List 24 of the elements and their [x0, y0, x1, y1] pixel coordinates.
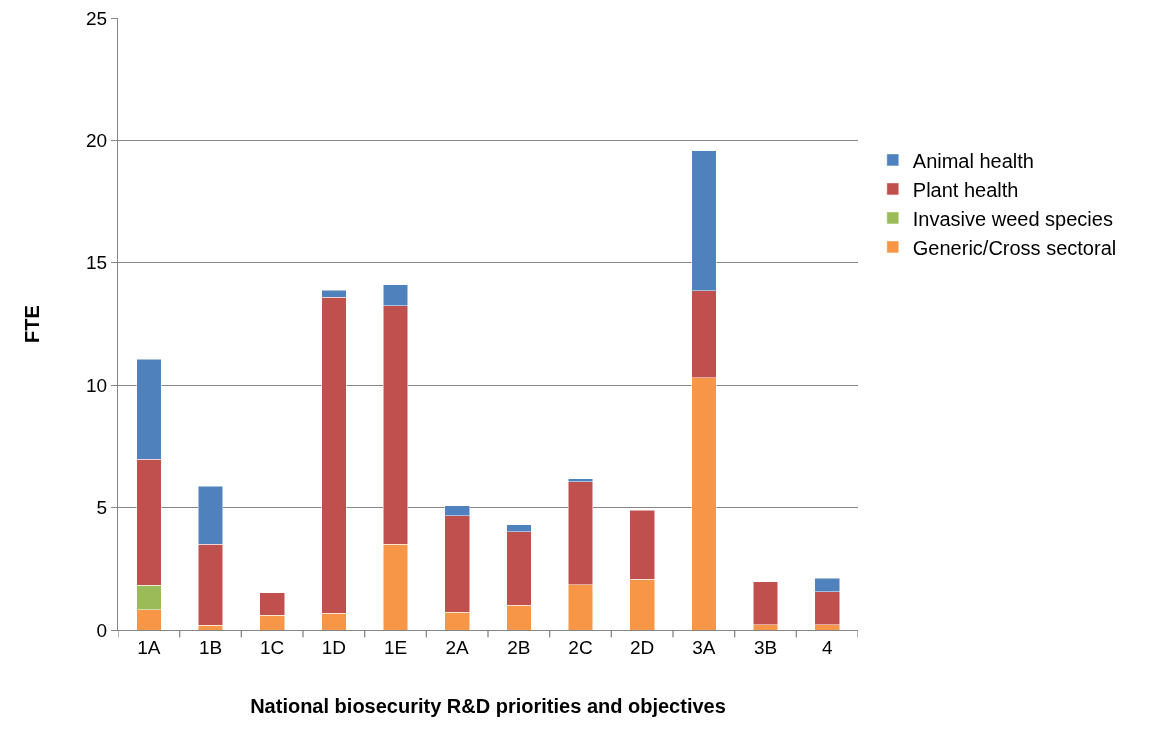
y-tick-label: 25	[85, 7, 108, 29]
x-tick-label: 4	[821, 636, 833, 658]
x-tick-label: 3B	[753, 636, 778, 658]
x-axis-title: National biosecurity R&D priorities and objectives	[250, 695, 726, 718]
x-tick-label: 1A	[137, 636, 161, 658]
legend-label: Invasive weed species	[912, 207, 1113, 230]
y-tick-label: 20	[85, 130, 108, 152]
x-tick-label: 2D	[630, 636, 655, 658]
y-tick-label: 0	[96, 619, 108, 641]
legend-label: Plant health	[912, 178, 1019, 201]
legend-label: Generic/Cross sectoral	[912, 236, 1117, 259]
x-tick-label: 1D	[321, 636, 346, 658]
x-tick-label: 2C	[568, 636, 593, 658]
x-tick-label: 1B	[198, 636, 223, 658]
y-tick-label: 15	[85, 252, 108, 274]
x-tick-label: 2B	[507, 636, 531, 658]
x-tick-label: 3A	[692, 636, 716, 658]
x-tick-label: 1C	[260, 636, 285, 658]
y-axis-title: FTE	[21, 305, 44, 343]
x-tick-label: 2A	[445, 636, 470, 658]
y-tick-label: 5	[96, 497, 108, 519]
legend-label: Animal health	[912, 149, 1034, 172]
y-tick-label: 10	[85, 374, 108, 396]
x-tick-label: 1E	[383, 636, 408, 658]
